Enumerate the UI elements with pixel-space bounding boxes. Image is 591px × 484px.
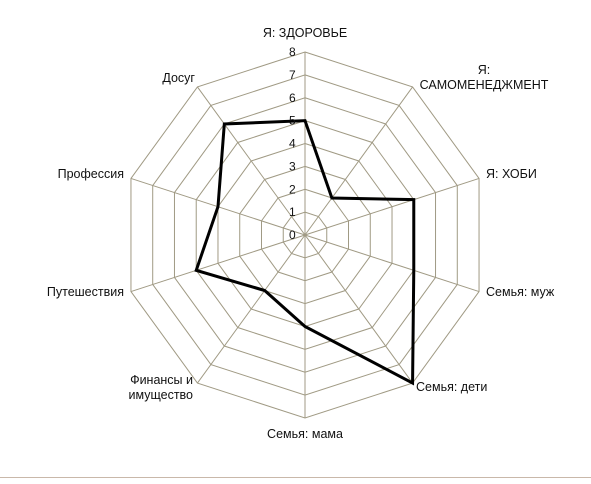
category-label-4-line-0: Семья: дети xyxy=(416,380,487,394)
category-label-9: Досуг xyxy=(162,71,195,85)
spoke-1 xyxy=(304,86,413,236)
axis-label-layer: Я: ЗДОРОВЬЕ Я: САМОМЕНЕДЖМЕНТ Я: ХОБИ Семья:… xyxy=(47,26,555,441)
category-label-8-line-0: Профессия xyxy=(58,167,124,181)
category-label-6-line-0: Финансы и xyxy=(130,373,193,387)
spoke-3 xyxy=(304,234,480,293)
category-label-1: Я: САМОМЕНЕДЖМЕНТ xyxy=(420,63,549,92)
category-label-5-line-0: Семья: мама xyxy=(267,427,343,441)
series-layer xyxy=(194,119,416,386)
category-label-9-line-0: Досуг xyxy=(162,71,195,85)
spoke-7 xyxy=(130,234,306,293)
tick-label-0: 0 xyxy=(289,228,296,242)
spoke-2 xyxy=(304,177,480,236)
category-label-0-line-0: Я: ЗДОРОВЬЕ xyxy=(263,26,347,40)
category-label-3-line-0: Семья: муж xyxy=(486,285,555,299)
tick-label-6: 6 xyxy=(289,91,296,105)
tick-label-2: 2 xyxy=(289,182,296,196)
category-label-7-line-0: Путешествия xyxy=(47,285,124,299)
tick-label-3: 3 xyxy=(289,159,296,173)
category-label-1-line-0: Я: xyxy=(478,63,491,77)
category-label-3: Семья: муж xyxy=(486,285,555,299)
category-label-2-line-0: Я: ХОБИ xyxy=(486,167,537,181)
tick-label-8: 8 xyxy=(289,45,296,59)
category-label-7: Путешествия xyxy=(47,285,124,299)
grid-layer xyxy=(130,51,480,419)
spoke-9 xyxy=(197,86,306,236)
spoke-6 xyxy=(197,234,306,384)
tick-label-5: 5 xyxy=(289,114,296,128)
spoke-4 xyxy=(304,234,413,384)
category-label-8: Профессия xyxy=(58,167,124,181)
category-label-1-line-1: САМОМЕНЕДЖМЕНТ xyxy=(420,78,549,92)
category-label-2: Я: ХОБИ xyxy=(486,167,537,181)
tick-label-4: 4 xyxy=(289,137,296,151)
tick-label-7: 7 xyxy=(289,68,296,82)
category-label-6-line-1: имущество xyxy=(129,388,194,402)
series-0-line xyxy=(194,119,416,386)
tick-label-layer: 0 1 2 3 4 5 6 7 8 xyxy=(289,45,296,242)
category-label-6: Финансы и имущество xyxy=(129,373,194,402)
category-label-4: Семья: дети xyxy=(416,380,487,394)
category-label-0: Я: ЗДОРОВЬЕ xyxy=(263,26,347,40)
tick-label-1: 1 xyxy=(289,205,296,219)
category-label-5: Семья: мама xyxy=(267,427,343,441)
